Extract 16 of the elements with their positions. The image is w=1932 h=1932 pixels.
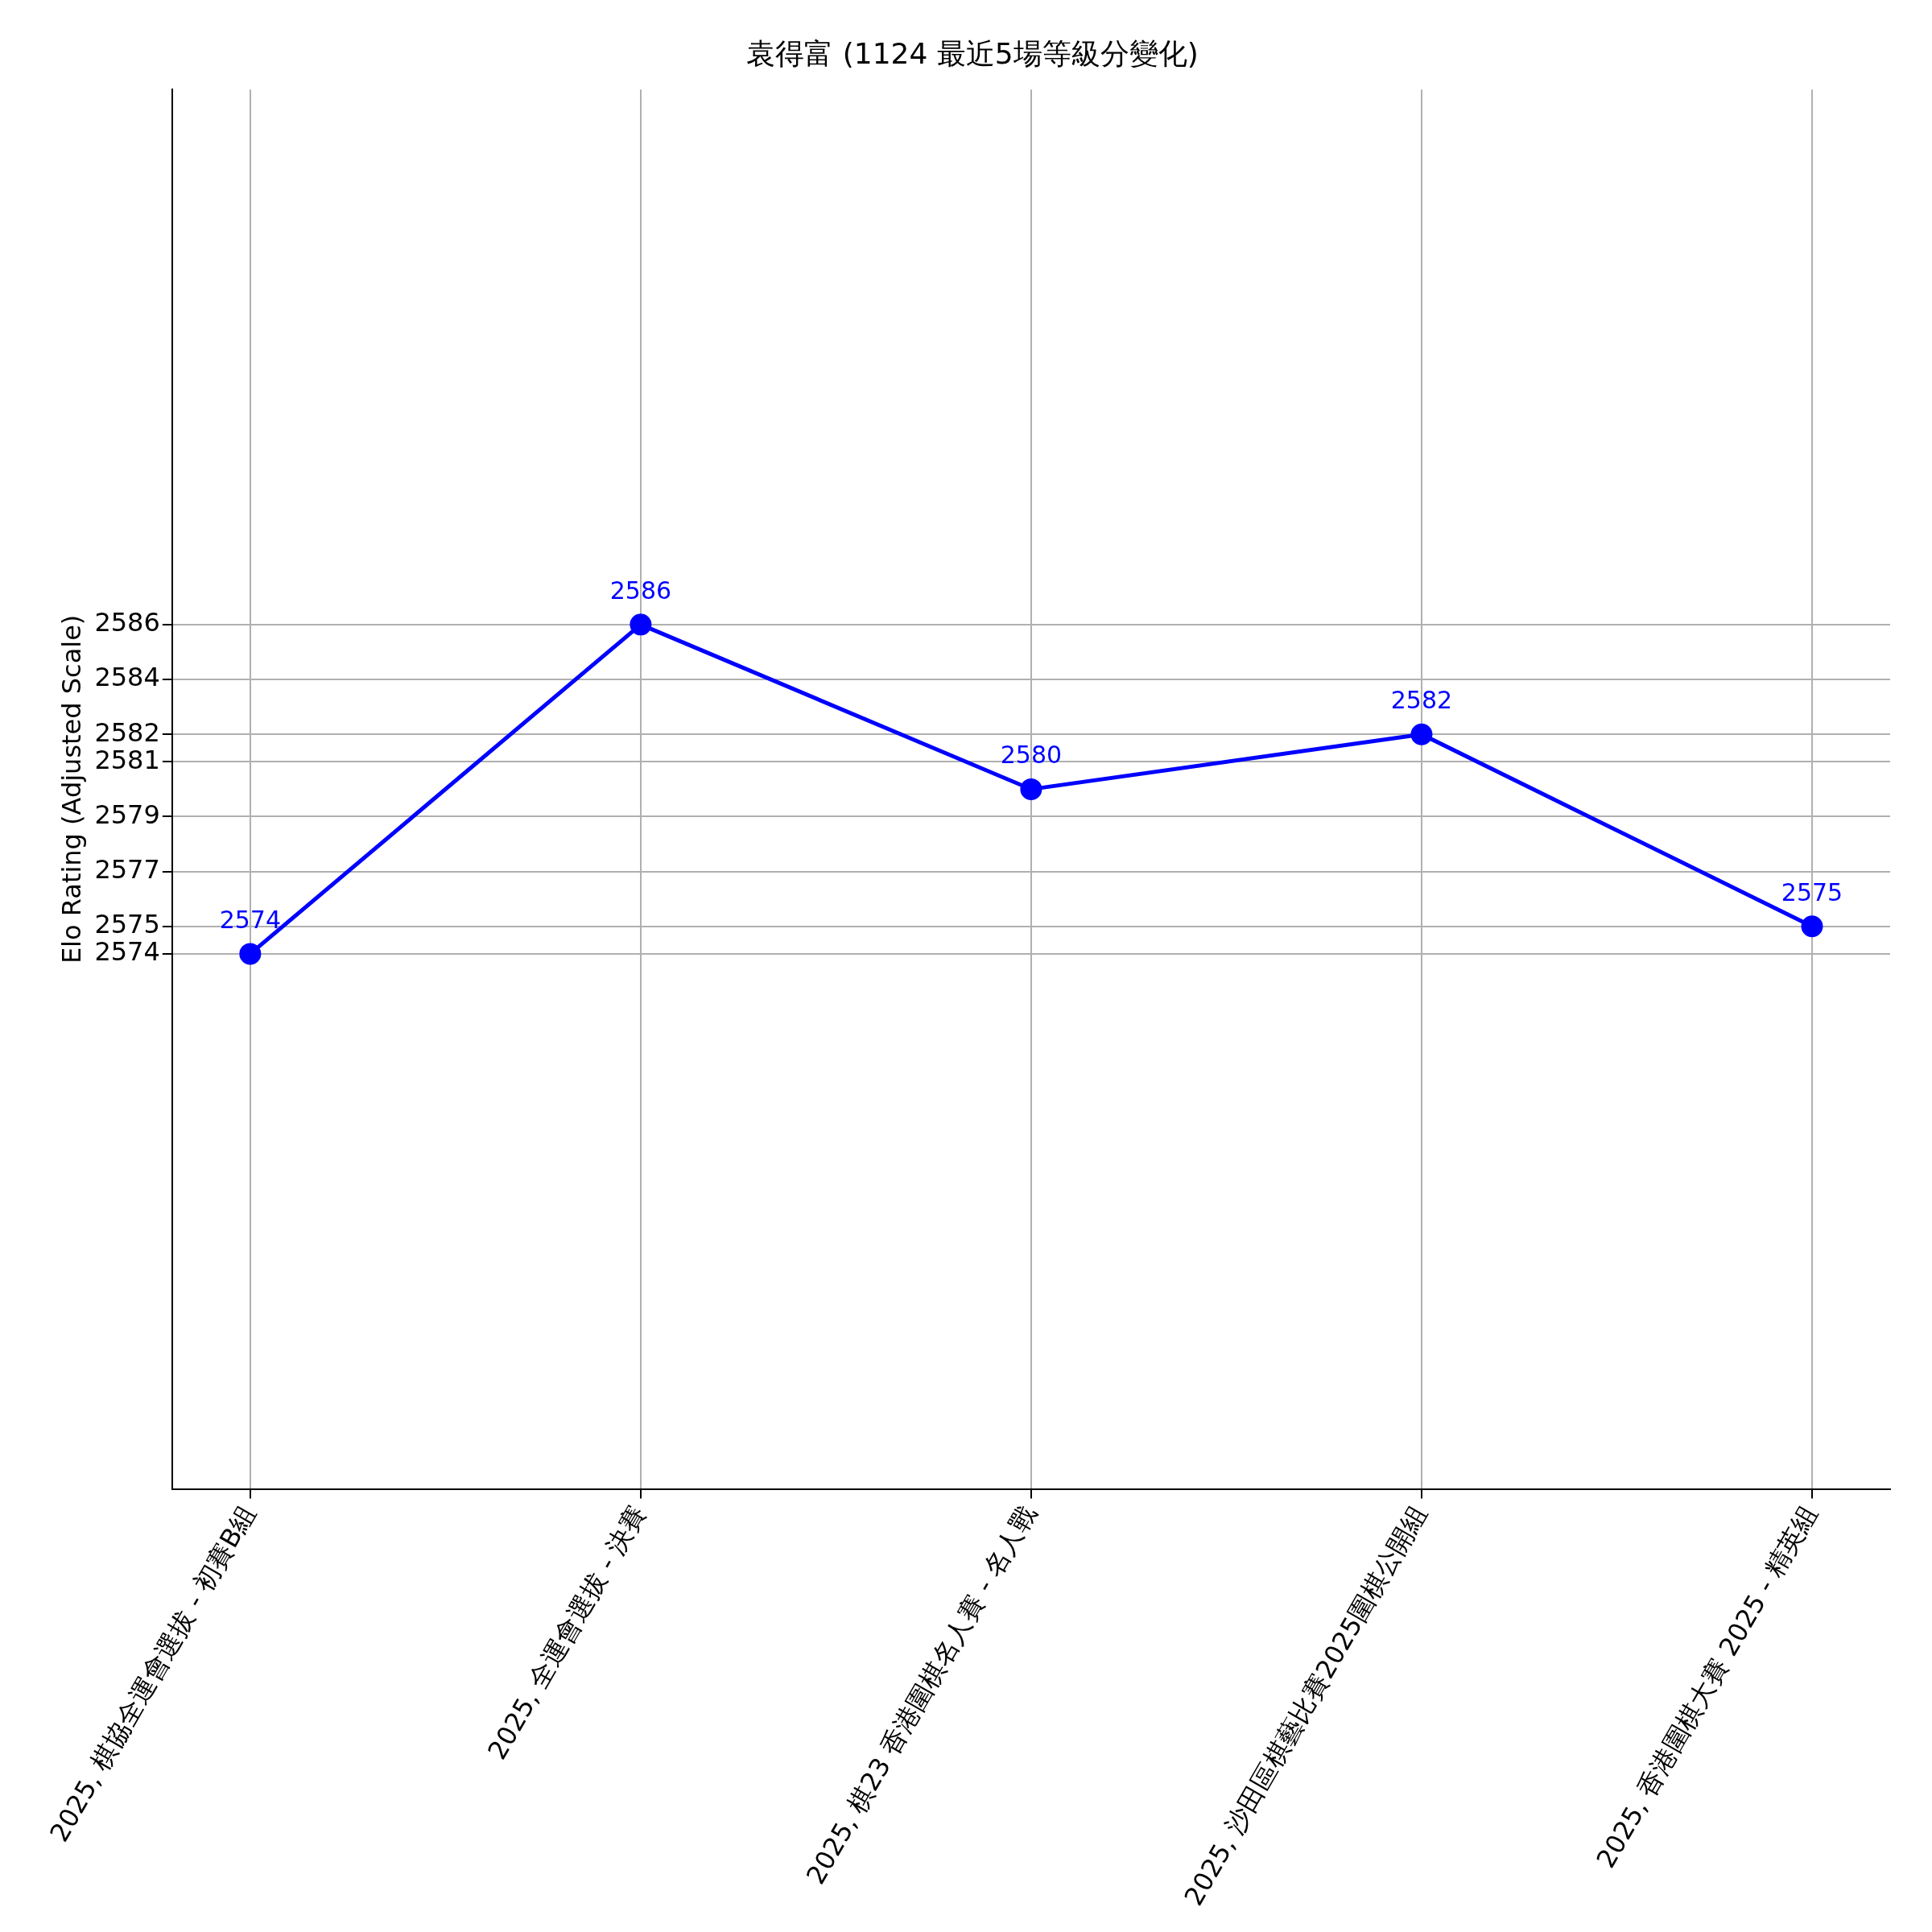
y-axis-title: Elo Rating (Adjusted Scale)	[56, 614, 87, 964]
point	[1410, 723, 1433, 745]
data-label: 2586	[609, 576, 672, 605]
y-tick-label: 2579	[94, 799, 160, 830]
data-label: 2575	[1781, 877, 1843, 906]
point	[630, 613, 652, 636]
data-label: 2574	[219, 905, 282, 934]
data-label: 2580	[1000, 741, 1063, 770]
y-tick-label: 2586	[94, 607, 160, 638]
point	[1020, 778, 1042, 800]
y-tick-label: 2584	[94, 662, 160, 693]
point	[1801, 915, 1823, 938]
chart-title: 袁得富 (1124 最近5場等級分變化)	[746, 36, 1199, 70]
data-label: 2582	[1390, 686, 1453, 715]
point	[239, 943, 262, 965]
y-tick-label: 2577	[94, 853, 160, 885]
